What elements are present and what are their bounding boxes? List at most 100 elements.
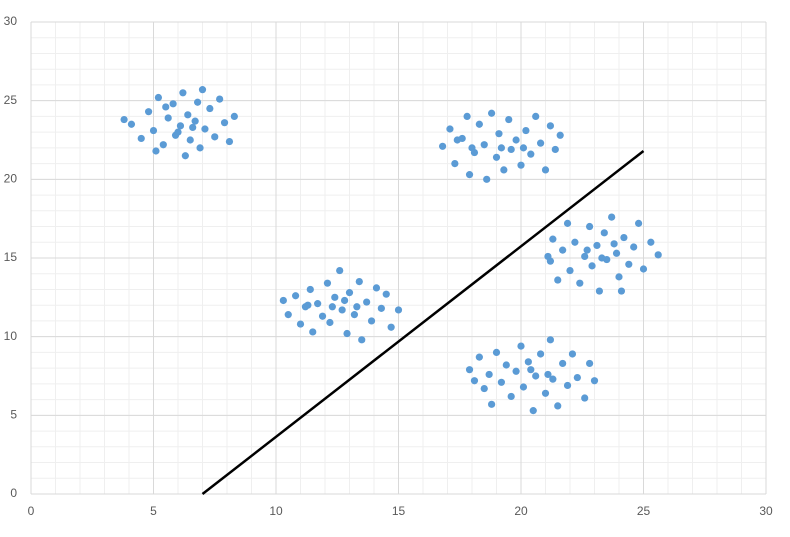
point xyxy=(372,284,381,292)
point xyxy=(586,359,594,368)
point xyxy=(475,353,483,361)
point xyxy=(363,298,371,306)
point xyxy=(544,252,552,261)
point xyxy=(194,98,202,106)
point xyxy=(149,126,158,135)
y-tick-label: 0 xyxy=(10,486,17,500)
point xyxy=(470,377,479,385)
point xyxy=(358,336,366,344)
point xyxy=(127,120,136,128)
point xyxy=(615,273,623,281)
point xyxy=(612,249,621,257)
point xyxy=(304,301,312,309)
point xyxy=(583,246,591,254)
point xyxy=(152,147,160,155)
point xyxy=(635,219,643,227)
y-tick-label: 10 xyxy=(4,329,18,343)
y-tick-label: 5 xyxy=(10,408,17,422)
y-tick-label: 25 xyxy=(4,93,18,107)
point xyxy=(184,111,192,119)
x-tick-label: 10 xyxy=(269,504,283,518)
point xyxy=(495,130,503,138)
point xyxy=(647,238,655,246)
point xyxy=(211,133,219,141)
point xyxy=(394,306,403,314)
point xyxy=(502,361,510,369)
point xyxy=(137,134,145,143)
x-tick-label: 15 xyxy=(392,504,406,518)
point xyxy=(581,252,589,261)
point xyxy=(336,266,344,275)
point xyxy=(296,320,305,328)
point xyxy=(446,125,454,133)
point xyxy=(355,278,363,286)
point xyxy=(387,323,395,331)
point xyxy=(225,137,234,146)
point xyxy=(159,141,167,149)
point xyxy=(512,136,520,144)
point xyxy=(451,160,459,168)
point xyxy=(343,329,351,338)
point xyxy=(546,336,555,344)
point xyxy=(468,144,476,152)
point xyxy=(485,370,493,379)
point xyxy=(345,289,354,297)
y-tick-label: 30 xyxy=(4,14,18,28)
point xyxy=(492,153,501,161)
point xyxy=(465,366,474,374)
point xyxy=(306,285,314,294)
point xyxy=(314,300,322,308)
point xyxy=(500,166,508,174)
point xyxy=(164,114,172,122)
point xyxy=(556,131,564,139)
point xyxy=(571,238,579,246)
point xyxy=(382,290,390,298)
x-tick-label: 5 xyxy=(150,504,157,518)
point xyxy=(201,125,209,133)
point xyxy=(169,100,177,108)
point xyxy=(162,103,170,111)
point xyxy=(492,348,501,356)
point xyxy=(279,296,287,305)
point xyxy=(284,311,292,319)
point xyxy=(145,108,153,116)
point xyxy=(505,115,513,124)
point xyxy=(216,95,224,103)
point xyxy=(598,254,606,262)
point xyxy=(181,152,189,160)
point xyxy=(220,119,229,127)
point xyxy=(593,241,601,250)
point xyxy=(507,145,515,154)
point xyxy=(309,328,317,336)
point xyxy=(537,139,545,147)
point xyxy=(554,402,562,410)
point xyxy=(341,296,349,305)
point xyxy=(176,122,185,130)
point xyxy=(630,243,638,251)
point xyxy=(453,136,461,144)
x-tick-label: 25 xyxy=(637,504,651,518)
point xyxy=(463,112,471,120)
point xyxy=(497,144,505,152)
point xyxy=(497,378,505,386)
point xyxy=(154,93,162,102)
point xyxy=(480,141,488,149)
point xyxy=(559,246,567,254)
point xyxy=(600,229,608,237)
point xyxy=(196,144,204,152)
point xyxy=(488,400,496,408)
point xyxy=(318,312,327,320)
point xyxy=(331,293,339,301)
point xyxy=(563,381,572,390)
y-tick-label: 20 xyxy=(4,172,18,186)
point xyxy=(174,128,182,136)
x-tick-label: 30 xyxy=(759,504,773,518)
point xyxy=(581,394,589,402)
point xyxy=(483,175,491,183)
point xyxy=(537,350,545,358)
point xyxy=(328,303,336,311)
point xyxy=(568,350,577,358)
point xyxy=(544,370,552,379)
point xyxy=(475,120,483,128)
point xyxy=(186,136,194,144)
